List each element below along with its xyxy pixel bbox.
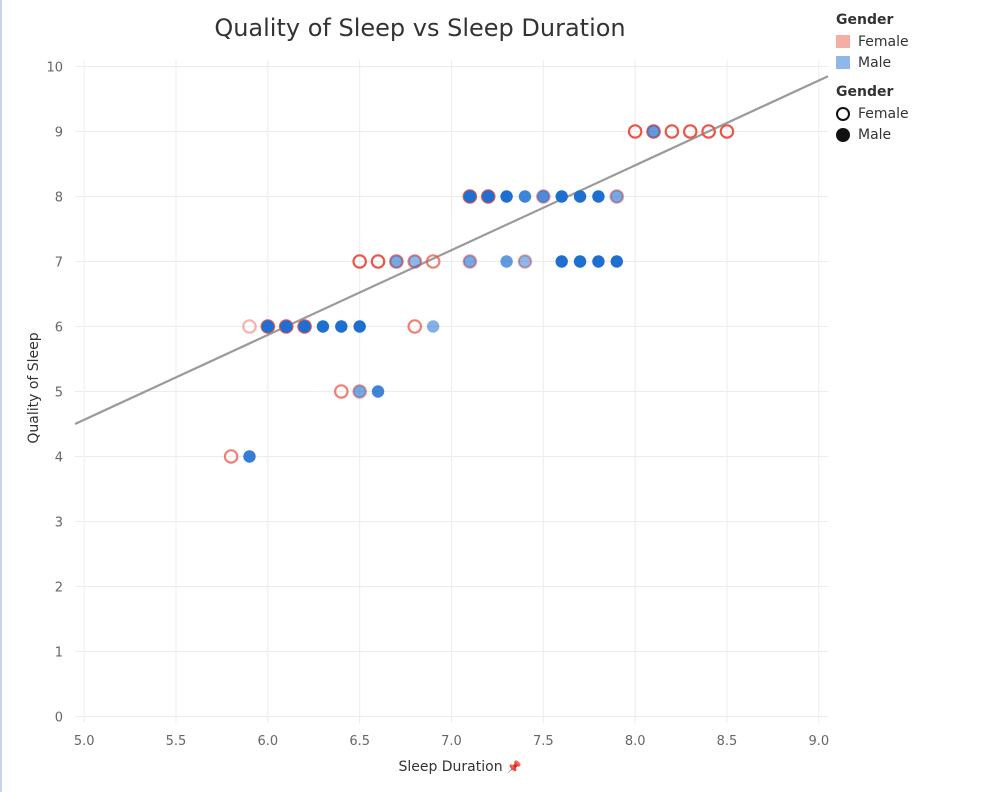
male-point[interactable] xyxy=(335,320,348,333)
male-point[interactable] xyxy=(353,320,366,333)
y-tick-label: 9 xyxy=(55,126,63,141)
male-point[interactable] xyxy=(592,255,605,268)
male-point[interactable] xyxy=(280,320,293,333)
male-point[interactable] xyxy=(573,255,587,268)
male-point[interactable] xyxy=(500,190,513,203)
x-tick-label: 5.5 xyxy=(166,734,187,749)
male-color-swatch xyxy=(836,56,850,69)
male-point[interactable] xyxy=(408,255,421,268)
female-point[interactable] xyxy=(425,254,441,269)
male-point[interactable] xyxy=(537,190,550,203)
y-tick-label: 8 xyxy=(55,191,63,206)
male-point[interactable] xyxy=(555,190,568,203)
x-axis-label-wrapper[interactable]: Sleep Duration 📌 xyxy=(330,759,590,775)
female-point[interactable] xyxy=(407,319,423,334)
female-point[interactable] xyxy=(701,124,716,139)
shape-legend-item-male[interactable]: Male xyxy=(836,124,909,145)
x-tick-label: 6.0 xyxy=(257,734,278,749)
male-point[interactable] xyxy=(610,255,623,268)
chart-title: Quality of Sleep vs Sleep Duration xyxy=(214,14,626,42)
male-point[interactable] xyxy=(610,190,623,203)
y-axis-label: Quality of Sleep xyxy=(26,332,42,444)
x-tick-label: 7.5 xyxy=(533,734,554,749)
female-color-swatch xyxy=(836,35,850,48)
male-point[interactable] xyxy=(518,190,532,203)
y-tick-label: 6 xyxy=(55,321,63,336)
color-legend[interactable]: Gender Female Male xyxy=(836,12,909,73)
male-point[interactable] xyxy=(555,255,568,268)
tick-layer: 5.0 5.5 6.0 6.5 7.0 7.5 8.0 8.5 9.0 0 1 2 3 4 5 6 7 8 9 10 xyxy=(46,61,829,750)
x-tick-label: 7.0 xyxy=(441,734,462,749)
male-point[interactable] xyxy=(573,190,587,203)
male-point[interactable] xyxy=(482,190,495,203)
male-point[interactable] xyxy=(592,190,605,203)
female-point[interactable] xyxy=(664,124,680,139)
window-left-edge xyxy=(0,0,2,792)
y-tick-label: 0 xyxy=(55,711,63,726)
open-circle-icon xyxy=(836,106,850,121)
grid-layer xyxy=(75,60,828,723)
x-tick-label: 8.5 xyxy=(717,734,738,749)
male-point[interactable] xyxy=(647,125,660,138)
color-legend-label-female: Female xyxy=(858,33,909,50)
shape-legend[interactable]: Gender Female Male xyxy=(836,84,909,145)
y-tick-label: 5 xyxy=(55,386,63,401)
male-point[interactable] xyxy=(371,385,385,398)
male-point[interactable] xyxy=(261,320,275,333)
female-point[interactable] xyxy=(352,254,367,269)
male-point[interactable] xyxy=(390,255,403,268)
male-point[interactable] xyxy=(316,320,330,333)
y-tick-label: 3 xyxy=(55,516,63,531)
point-layer xyxy=(223,124,735,464)
color-legend-title: Gender xyxy=(836,12,894,28)
y-tick-label: 4 xyxy=(55,451,63,466)
y-tick-label: 1 xyxy=(55,646,63,661)
shape-legend-title: Gender xyxy=(836,84,894,100)
y-tick-label: 7 xyxy=(55,256,63,271)
x-tick-label: 6.5 xyxy=(349,734,370,749)
color-legend-item-female[interactable]: Female xyxy=(836,31,909,52)
female-point[interactable] xyxy=(682,124,698,139)
male-point[interactable] xyxy=(298,320,311,333)
male-point[interactable] xyxy=(463,255,477,268)
female-point[interactable] xyxy=(370,254,386,269)
x-tick-label: 5.0 xyxy=(74,734,95,749)
shape-legend-item-female[interactable]: Female xyxy=(836,103,909,124)
x-tick-label: 8.0 xyxy=(625,734,646,749)
male-point[interactable] xyxy=(426,320,440,333)
male-point[interactable] xyxy=(500,255,513,268)
y-tick-label: 2 xyxy=(55,581,63,596)
female-point[interactable] xyxy=(242,319,257,334)
filled-circle-icon xyxy=(836,127,850,142)
female-point[interactable] xyxy=(627,124,643,139)
shape-legend-label-male: Male xyxy=(858,126,892,143)
female-point[interactable] xyxy=(719,124,735,139)
male-point[interactable] xyxy=(353,385,366,398)
shape-legend-label-female: Female xyxy=(858,105,909,122)
female-point[interactable] xyxy=(223,449,239,464)
x-tick-label: 9.0 xyxy=(808,734,829,749)
female-point[interactable] xyxy=(334,384,349,399)
male-point[interactable] xyxy=(518,255,532,268)
male-point[interactable] xyxy=(463,190,477,203)
y-tick-label: 10 xyxy=(46,61,63,76)
x-axis-label: Sleep Duration xyxy=(398,759,503,775)
male-point[interactable] xyxy=(243,450,256,463)
color-legend-label-male: Male xyxy=(858,54,892,71)
color-legend-item-male[interactable]: Male xyxy=(836,52,909,73)
pin-icon[interactable]: 📌 xyxy=(506,760,522,774)
